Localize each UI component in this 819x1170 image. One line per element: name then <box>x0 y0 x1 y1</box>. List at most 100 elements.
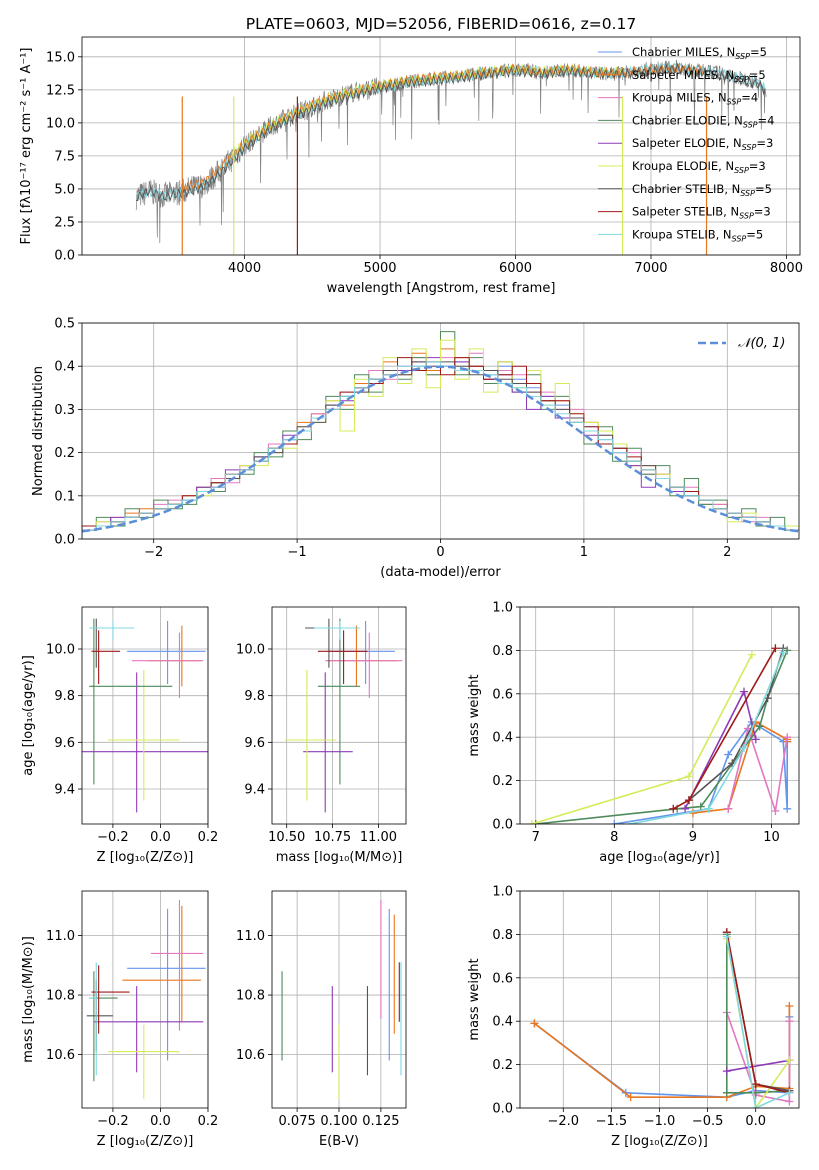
y-tick-label: 12.5 <box>46 83 75 98</box>
weight-line <box>726 1059 790 1072</box>
y-tick-label: 10.6 <box>46 1048 75 1063</box>
x-tick-label: 11.00 <box>360 830 397 845</box>
weight-marker <box>771 644 780 653</box>
x-tick-label: −2 <box>144 545 163 560</box>
y-tick-label: 0.2 <box>492 1058 513 1073</box>
weight-line <box>726 936 790 1108</box>
weight-marker <box>684 772 693 781</box>
x-tick-label: 0 <box>436 545 444 560</box>
plot-area-mass_weight_vs_age <box>527 644 792 824</box>
x-tick-label: 9 <box>689 830 697 845</box>
legend-entry-label: Kroupa MILES, N <box>632 91 727 105</box>
panel-age_vs_mass: 10.50 10.75 11.00 9.4 9.6 9.8 10.0 mass [log₁₀(… <box>236 606 407 865</box>
weight-marker <box>724 804 733 813</box>
weight-marker <box>626 820 635 824</box>
weight-marker <box>684 796 693 805</box>
panel-mass_vs_ebv: 0.075 0.100 0.125 10.6 10.8 11.0 E(B-V) <box>236 890 407 1149</box>
y-tick-label: 1.0 <box>492 885 513 900</box>
legend-entry-label: Chabrier ELODIE, N <box>632 113 743 127</box>
legend-entry-value: =5 <box>746 227 763 241</box>
y-tick-label: 10.6 <box>236 1048 265 1063</box>
y-tick-label: 7.5 <box>54 149 75 164</box>
legend-entry-value: =4 <box>741 91 758 105</box>
legend-entry-value: =5 <box>755 182 772 196</box>
model-spectrum-line <box>135 61 766 202</box>
x-tick-label: 0.2 <box>198 830 219 845</box>
y-tick-label: 0.2 <box>492 774 513 789</box>
legend-entry-subscript: SSP <box>732 234 747 243</box>
y-tick-label: 9.8 <box>244 689 265 704</box>
weight-marker <box>751 735 760 744</box>
legend-entry: Kroupa STELIB, NSSP=5 <box>632 227 763 243</box>
x-axis-label: (data-model)/error <box>380 565 501 580</box>
y-tick-label: 0.1 <box>54 489 75 504</box>
x-tick-label: −2.0 <box>548 1114 580 1129</box>
weight-marker <box>610 820 619 824</box>
y-axis-label: mass weight <box>467 674 482 756</box>
plot-area-mass_vs_Z <box>86 899 206 1100</box>
weight-marker <box>785 1017 794 1026</box>
y-axis-label: age [log₁₀(age/yr)] <box>21 655 36 776</box>
legend-entry-value: =5 <box>749 68 766 82</box>
weight-marker <box>785 1056 794 1065</box>
weight-marker <box>751 1080 760 1089</box>
x-tick-label: 8000 <box>770 261 803 276</box>
x-axis-label: E(B-V) <box>319 1134 359 1149</box>
weight-marker <box>755 722 764 731</box>
legend-entry: Chabrier MILES, NSSP=5 <box>632 45 767 61</box>
legend-entry-label: Chabrier MILES, N <box>632 45 735 59</box>
weight-line <box>684 689 757 810</box>
weight-line <box>727 725 788 812</box>
weight-line <box>726 932 790 1092</box>
y-tick-label: 9.6 <box>54 736 75 751</box>
weight-marker <box>785 1097 794 1106</box>
y-tick-label: 0.2 <box>54 446 75 461</box>
weight-marker <box>747 650 756 659</box>
y-tick-label: 2.5 <box>54 215 75 230</box>
weight-line <box>726 938 791 1108</box>
y-tick-label: 0.3 <box>54 403 75 418</box>
y-tick-label: 0.0 <box>54 533 75 548</box>
chart-title: PLATE=0603, MJD=52056, FIBERID=0616, z=0… <box>246 15 636 33</box>
weight-marker <box>739 687 748 696</box>
weight-marker <box>669 804 678 813</box>
y-tick-label: 0.4 <box>492 731 513 746</box>
y-tick-label: 0.6 <box>492 687 513 702</box>
legend-entry: Salpeter ELODIE, NSSP=3 <box>632 136 773 152</box>
legend-entry-subscript: SSP <box>743 120 758 129</box>
y-tick-label: 9.4 <box>54 783 75 798</box>
plot-area-mass_vs_ebv <box>281 899 402 1100</box>
axes-frame <box>81 890 209 1109</box>
weight-marker <box>785 1088 794 1097</box>
y-tick-label: 0.0 <box>54 249 75 264</box>
y-axis-label: Flux [fλ10⁻¹⁷ erg cm⁻² s⁻¹ A⁻¹] <box>19 48 34 245</box>
x-tick-label: 0.125 <box>362 1114 399 1129</box>
legend-entry-label: Salpeter ELODIE, N <box>632 136 742 150</box>
legend-entry: Salpeter STELIB, NSSP=3 <box>632 205 771 221</box>
x-axis-label: Z [log₁₀(Z/Z⊙)] <box>611 1134 708 1149</box>
x-tick-label: 0.0 <box>150 1114 171 1129</box>
y-tick-label: 10.0 <box>46 643 75 658</box>
y-tick-label: 0.8 <box>492 928 513 943</box>
y-tick-label: 10.0 <box>236 643 265 658</box>
x-tick-label: 8 <box>610 830 618 845</box>
axes-frame <box>271 606 407 825</box>
x-tick-label: 0.0 <box>150 830 171 845</box>
x-tick-label: 0.0 <box>745 1114 766 1129</box>
weight-marker <box>530 1019 539 1028</box>
x-tick-label: 2 <box>723 545 731 560</box>
y-tick-label: 10.0 <box>46 116 75 131</box>
x-tick-label: 4000 <box>228 261 261 276</box>
x-tick-label: 10 <box>763 830 780 845</box>
legend-entry-label: Salpeter MILES, N <box>632 68 734 82</box>
legend-entry-label: Chabrier STELIB, N <box>632 182 740 196</box>
panel-mass_vs_Z: −0.2 0.0 0.2 10.6 10.8 11.0 Z [log₁₀(Z/Z⊙)] mas… <box>21 890 218 1149</box>
x-tick-label: −1 <box>288 545 307 560</box>
x-tick-label: 10.75 <box>314 830 351 845</box>
y-tick-label: 1.0 <box>492 601 513 616</box>
weight-marker <box>626 1093 635 1102</box>
x-tick-label: −0.2 <box>97 1114 129 1129</box>
x-axis-label: age [log₁₀(age/yr)] <box>599 850 720 865</box>
weight-line <box>531 654 753 824</box>
